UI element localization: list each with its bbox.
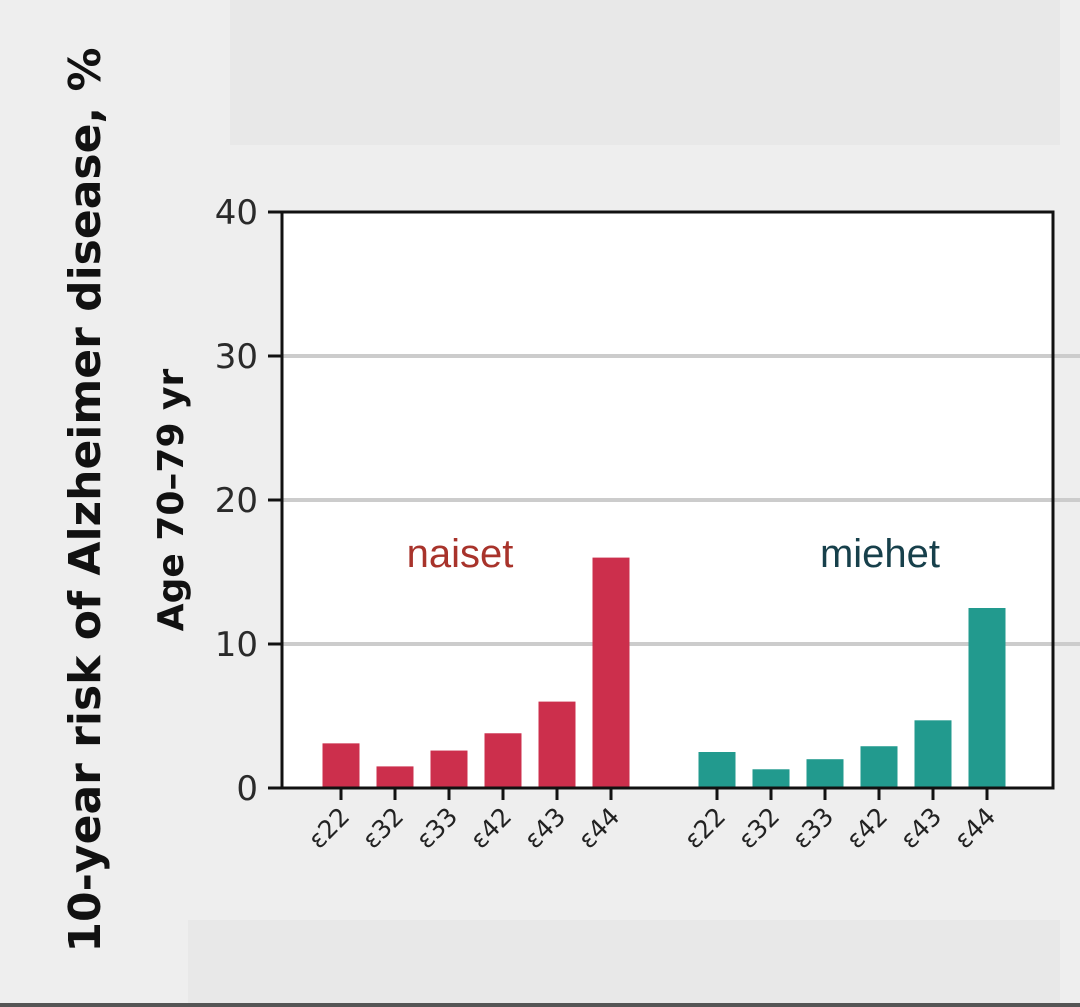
x-axis-ticks: ε22 ε32 ε33 ε42 ε43 ε44 ε22 ε32 ε33 ε42 ε43 ε44 (303, 788, 1002, 855)
bar-naiset-4 (538, 701, 576, 788)
x-tick-label: ε33 (787, 802, 840, 855)
y-tick-label: 0 (236, 769, 258, 809)
top-background-panel (230, 0, 1060, 145)
series-label-miehet: miehet (820, 532, 940, 576)
y-axis-ticks: 0 10 20 30 40 (215, 193, 282, 809)
bottom-border-line (0, 1003, 1080, 1007)
gridlines (282, 354, 1080, 646)
x-tick-label: ε44 (573, 802, 626, 855)
x-tick-label: ε43 (519, 802, 572, 855)
y-tick-label: 30 (215, 337, 258, 377)
plot-frame (280, 210, 1055, 790)
x-tick-label: ε22 (679, 802, 732, 855)
series-label-naiset: naiset (407, 532, 514, 576)
bar-miehet-2 (806, 759, 844, 788)
bar-miehet-1 (752, 769, 790, 788)
x-tick-label: ε42 (465, 802, 518, 855)
x-tick-label: ε32 (357, 802, 410, 855)
bar-naiset-5 (592, 557, 630, 788)
bottom-background-panel (188, 920, 1060, 1007)
bars (322, 557, 1006, 788)
y-tick-label: 40 (215, 193, 258, 233)
y-tick-label: 10 (215, 625, 258, 665)
bar-naiset-3 (484, 733, 522, 788)
bar-miehet-4 (914, 720, 952, 788)
x-tick-label: ε43 (895, 802, 948, 855)
bar-naiset-2 (430, 750, 468, 788)
y-axis-title: 10-year risk of Alzheimer disease, % (60, 47, 111, 952)
x-tick-label: ε22 (303, 802, 356, 855)
x-tick-label: ε44 (949, 802, 1002, 855)
x-tick-label: ε32 (733, 802, 786, 855)
x-tick-label: ε42 (841, 802, 894, 855)
bar-miehet-3 (860, 746, 898, 788)
bar-miehet-5 (968, 608, 1006, 788)
bar-naiset-1 (376, 766, 414, 788)
bar-naiset-0 (322, 743, 360, 788)
bar-miehet-0 (698, 752, 736, 788)
y-tick-label: 20 (215, 481, 258, 521)
x-tick-label: ε33 (411, 802, 464, 855)
y-axis-subtitle: Age 70–79 yr (151, 368, 192, 631)
